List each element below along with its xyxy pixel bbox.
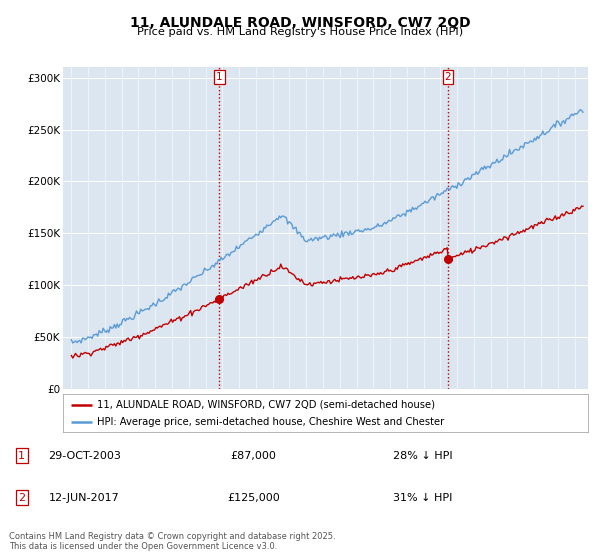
Text: 11, ALUNDALE ROAD, WINSFORD, CW7 2QD: 11, ALUNDALE ROAD, WINSFORD, CW7 2QD (130, 16, 470, 30)
Text: 28% ↓ HPI: 28% ↓ HPI (393, 451, 453, 461)
Text: Price paid vs. HM Land Registry's House Price Index (HPI): Price paid vs. HM Land Registry's House … (137, 27, 463, 37)
Text: £125,000: £125,000 (227, 493, 280, 503)
Text: HPI: Average price, semi-detached house, Cheshire West and Chester: HPI: Average price, semi-detached house,… (97, 417, 445, 427)
Text: 2: 2 (18, 493, 25, 503)
Text: 1: 1 (216, 72, 223, 82)
Text: 12-JUN-2017: 12-JUN-2017 (49, 493, 120, 503)
Text: 29-OCT-2003: 29-OCT-2003 (48, 451, 121, 461)
Text: 31% ↓ HPI: 31% ↓ HPI (393, 493, 452, 503)
Text: 11, ALUNDALE ROAD, WINSFORD, CW7 2QD (semi-detached house): 11, ALUNDALE ROAD, WINSFORD, CW7 2QD (se… (97, 399, 435, 409)
Text: £87,000: £87,000 (230, 451, 277, 461)
Text: 1: 1 (19, 451, 25, 461)
Text: Contains HM Land Registry data © Crown copyright and database right 2025.
This d: Contains HM Land Registry data © Crown c… (9, 532, 335, 552)
Text: 2: 2 (445, 72, 451, 82)
